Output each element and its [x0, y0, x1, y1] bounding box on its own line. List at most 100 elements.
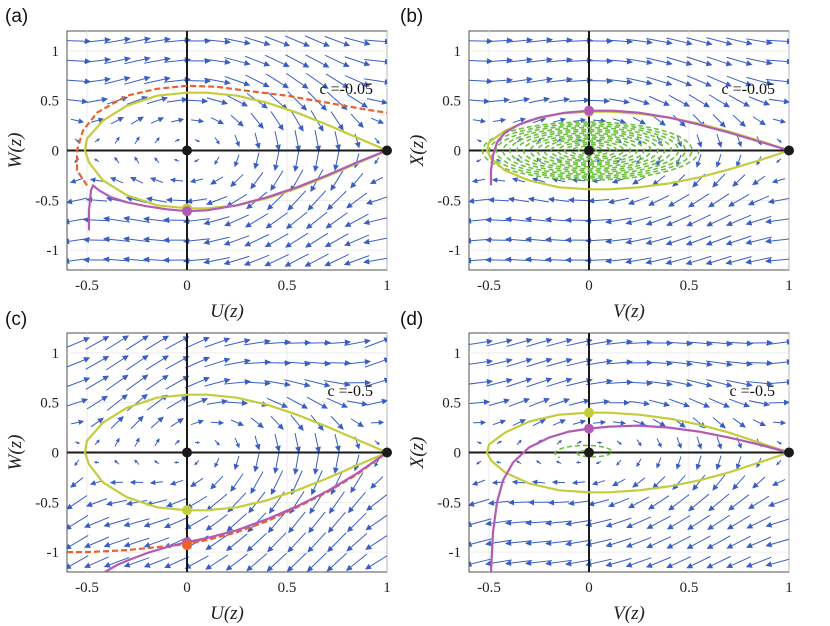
field-arrow-head [333, 467, 339, 474]
field-arrow-head [307, 545, 314, 553]
field-arrow-head [185, 198, 193, 205]
field-arrow-head [244, 221, 252, 228]
field-arrow-head [603, 399, 611, 405]
field-arrow-head [267, 545, 274, 553]
field-arrow-head [659, 119, 666, 126]
field-arrow-head [122, 355, 129, 361]
field-arrow-head [304, 261, 312, 267]
field-arrow-head [646, 542, 653, 549]
field-arrow-head [591, 480, 599, 486]
field-arrow-head [579, 419, 587, 425]
field-arrow-head [544, 236, 552, 243]
field-arrow-head [495, 461, 500, 464]
field-arrow-head [726, 543, 734, 549]
field-arrow-head [122, 256, 130, 263]
field-arrow-head [469, 257, 472, 264]
field-arrow-head [328, 507, 335, 514]
field-arrow-head [646, 39, 654, 45]
field-arrow-head [547, 196, 555, 203]
field-arrow-head [636, 462, 641, 468]
field-arrow-head [599, 441, 603, 444]
field-arrow-head [203, 258, 210, 265]
field-arrow-head [350, 181, 357, 189]
field-arrow-head [706, 381, 713, 388]
field-arrow-head [363, 238, 370, 245]
field-arrow-head [214, 160, 219, 165]
field-arrow-head [67, 543, 72, 550]
field-arrow-head [675, 463, 682, 470]
field-arrow-head [706, 361, 714, 367]
field-arrow-head [786, 38, 789, 45]
field-arrow-head [142, 335, 149, 342]
field-arrow-head [369, 178, 377, 184]
field-arrow-head [611, 480, 619, 487]
field-arrow-head [565, 540, 572, 547]
field-arrow-head [342, 82, 350, 89]
field-arrow-head [350, 486, 357, 494]
field-arrow-head [103, 216, 110, 222]
field-arrow-head [504, 540, 512, 546]
field-arrow-head [498, 440, 502, 444]
field-arrow-head [134, 459, 138, 464]
field-arrow-head [363, 258, 370, 265]
field-arrow-head [82, 256, 90, 263]
field-arrow-head [323, 41, 331, 47]
field-arrow-head [531, 177, 539, 183]
field-arrow-head [603, 97, 611, 104]
field-arrow-head [726, 381, 733, 388]
fixed-point [382, 447, 392, 458]
field-arrow-head [176, 439, 180, 444]
field-arrow-head [115, 437, 120, 443]
field-arrow-head [625, 219, 633, 226]
y-tick-label: 0.5 [40, 94, 59, 110]
plot-area [67, 31, 387, 270]
field-arrow-head [606, 338, 613, 345]
field-arrow-head [364, 379, 372, 386]
field-arrow-head [135, 136, 140, 141]
field-arrow-head [67, 503, 73, 510]
x-axis-label: U(z) [210, 603, 244, 624]
field-arrow-head [346, 545, 353, 552]
field-arrow-head [500, 117, 507, 123]
field-arrow-head [344, 339, 352, 346]
field-arrow-head [544, 256, 552, 263]
field-arrow-head [706, 340, 714, 347]
field-arrow-head [225, 564, 233, 571]
field-arrow-head [173, 158, 178, 162]
field-arrow-head [384, 38, 387, 45]
field-arrow-head [81, 98, 89, 105]
field-arrow-head [223, 259, 231, 266]
field-arrow-head [203, 239, 210, 245]
field-arrow-head [604, 238, 612, 245]
field-arrow-head [383, 337, 387, 343]
field-arrow-head [543, 96, 551, 103]
field-arrow-head [161, 374, 169, 381]
field-arrow-head [250, 182, 257, 190]
field-arrow-head [315, 446, 321, 454]
fixed-point [182, 145, 192, 156]
field-arrow-head [531, 479, 538, 485]
field-arrow-head [567, 197, 575, 204]
field-arrow-head [526, 76, 534, 83]
field-arrow-head [361, 400, 369, 407]
field-arrow-head [607, 501, 615, 508]
field-arrow-head [645, 258, 652, 265]
field-arrow-head [84, 562, 91, 568]
field-arrow-head [244, 240, 252, 247]
field-arrow-head [157, 117, 165, 123]
field-arrow-head [564, 217, 572, 224]
field-arrow-head [666, 523, 674, 530]
y-tick-label: -1 [449, 545, 462, 561]
field-arrow-head [595, 159, 600, 162]
field-arrow-head [656, 160, 661, 167]
x-axis-label: U(z) [210, 301, 244, 322]
field-arrow-head [705, 259, 713, 266]
field-arrow-head [786, 339, 789, 345]
field-arrow-head [511, 177, 518, 183]
field-arrow-head [626, 78, 634, 85]
field-arrow-head [223, 357, 231, 364]
field-arrow-head [560, 117, 567, 123]
field-arrow-head [305, 222, 313, 230]
field-arrow-head [346, 564, 353, 571]
field-arrow-head [145, 196, 153, 203]
